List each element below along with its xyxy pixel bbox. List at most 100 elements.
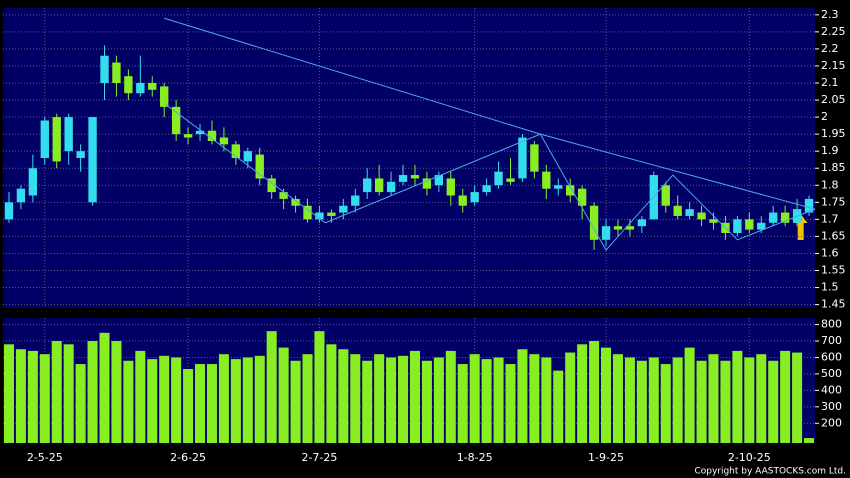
y-tick-label: 2.15 <box>821 59 846 72</box>
x-tick-label: 1-8-25 <box>457 451 493 464</box>
volume-bar <box>350 354 361 443</box>
candle-body <box>422 178 432 189</box>
candle-body <box>733 219 742 233</box>
candle-body <box>470 192 479 203</box>
candle-body <box>148 83 157 90</box>
volume-bar <box>780 350 791 443</box>
y-tick-label: 1.9 <box>821 144 839 157</box>
candle-body <box>351 195 360 206</box>
candle-body <box>374 178 384 193</box>
candle-body <box>661 185 670 206</box>
candle-body <box>386 181 396 193</box>
volume-bar <box>601 347 612 443</box>
candle-body <box>398 175 408 182</box>
candle-body <box>613 226 623 230</box>
copyright: Copyright by AASTOCKS.com Ltd. <box>694 467 846 477</box>
volume-bar <box>254 355 265 443</box>
candle-body <box>219 137 229 145</box>
volume-bar <box>612 354 623 443</box>
volume-bar <box>529 354 540 443</box>
y-tick-label: 2.1 <box>821 76 839 89</box>
y-tick-label: 1.8 <box>821 178 839 191</box>
y-tick-label: 2.25 <box>821 25 846 38</box>
volume-bar <box>27 350 38 443</box>
volume-bar <box>744 357 755 443</box>
candle-body <box>780 212 790 223</box>
volume-tick-label: 700 <box>821 334 842 347</box>
volume-bar <box>362 360 373 443</box>
volume-bar <box>338 349 349 443</box>
y-tick-label: 1.65 <box>821 229 846 242</box>
volume-bar <box>409 350 420 443</box>
candle-body <box>673 205 682 216</box>
volume-bar <box>708 354 719 443</box>
volume-bar <box>624 357 635 443</box>
volume-bar <box>3 344 14 443</box>
candle-body <box>804 198 814 213</box>
candle-body <box>76 151 85 158</box>
x-tick-label: 2-10-25 <box>728 451 771 464</box>
volume-tick-label: 200 <box>821 416 842 429</box>
candle-body <box>625 226 635 230</box>
candle-body <box>554 185 563 189</box>
candle-body <box>709 219 718 223</box>
volume-tick-label: 500 <box>821 367 842 380</box>
volume-bar <box>75 364 86 443</box>
y-tick-label: 2 <box>821 110 828 123</box>
volume-bar <box>99 332 110 443</box>
volume-bar <box>541 357 552 443</box>
volume-bar <box>636 360 647 443</box>
candle-body <box>530 144 539 172</box>
volume-bar <box>589 341 600 443</box>
volume-bar <box>469 354 480 443</box>
trend-line <box>163 103 816 251</box>
volume-bar <box>517 349 528 443</box>
candle-body <box>363 178 372 193</box>
candle-body <box>315 212 324 220</box>
candle-body <box>160 86 169 107</box>
candle-body <box>566 185 575 196</box>
candle-body <box>458 195 467 206</box>
volume-bar <box>266 331 277 443</box>
candle-body <box>171 106 181 135</box>
volume-bar <box>195 364 206 443</box>
y-tick-label: 1.7 <box>821 212 839 225</box>
candle-body <box>697 212 706 220</box>
volume-bar <box>147 359 158 443</box>
volume-bar <box>51 341 62 443</box>
candle-body <box>601 226 611 240</box>
volume-bar <box>732 350 743 443</box>
candle-body <box>303 205 312 220</box>
volume-bar <box>481 359 492 443</box>
volume-bar <box>290 360 301 443</box>
y-tick-label: 1.85 <box>821 161 846 174</box>
volume-bar <box>123 360 134 443</box>
volume-bar <box>242 357 253 443</box>
volume-tick-label: 400 <box>821 383 842 396</box>
volume-bar <box>183 368 194 443</box>
candle-body <box>4 202 14 220</box>
volume-bar <box>206 364 217 443</box>
volume-bar <box>135 350 146 443</box>
volume-bar <box>493 357 504 443</box>
volume-bar <box>386 357 397 443</box>
y-tick-label: 1.75 <box>821 195 846 208</box>
volume-bar <box>218 354 229 443</box>
candle-body <box>255 154 264 179</box>
volume-bar <box>314 331 325 443</box>
volume-bar <box>768 360 779 443</box>
candle-body <box>124 76 133 94</box>
y-tick-label: 2.05 <box>821 93 846 106</box>
volume-bar <box>87 341 98 443</box>
volume-bar <box>672 357 683 443</box>
candle-body <box>207 130 217 141</box>
x-tick-label: 1-9-25 <box>588 451 624 464</box>
candle-body <box>136 83 145 94</box>
candle-body <box>52 117 61 162</box>
candle-body <box>589 205 599 240</box>
volume-bar <box>171 357 182 443</box>
candle-body <box>506 178 515 182</box>
candle-body <box>685 209 694 216</box>
candle-body <box>267 178 276 193</box>
